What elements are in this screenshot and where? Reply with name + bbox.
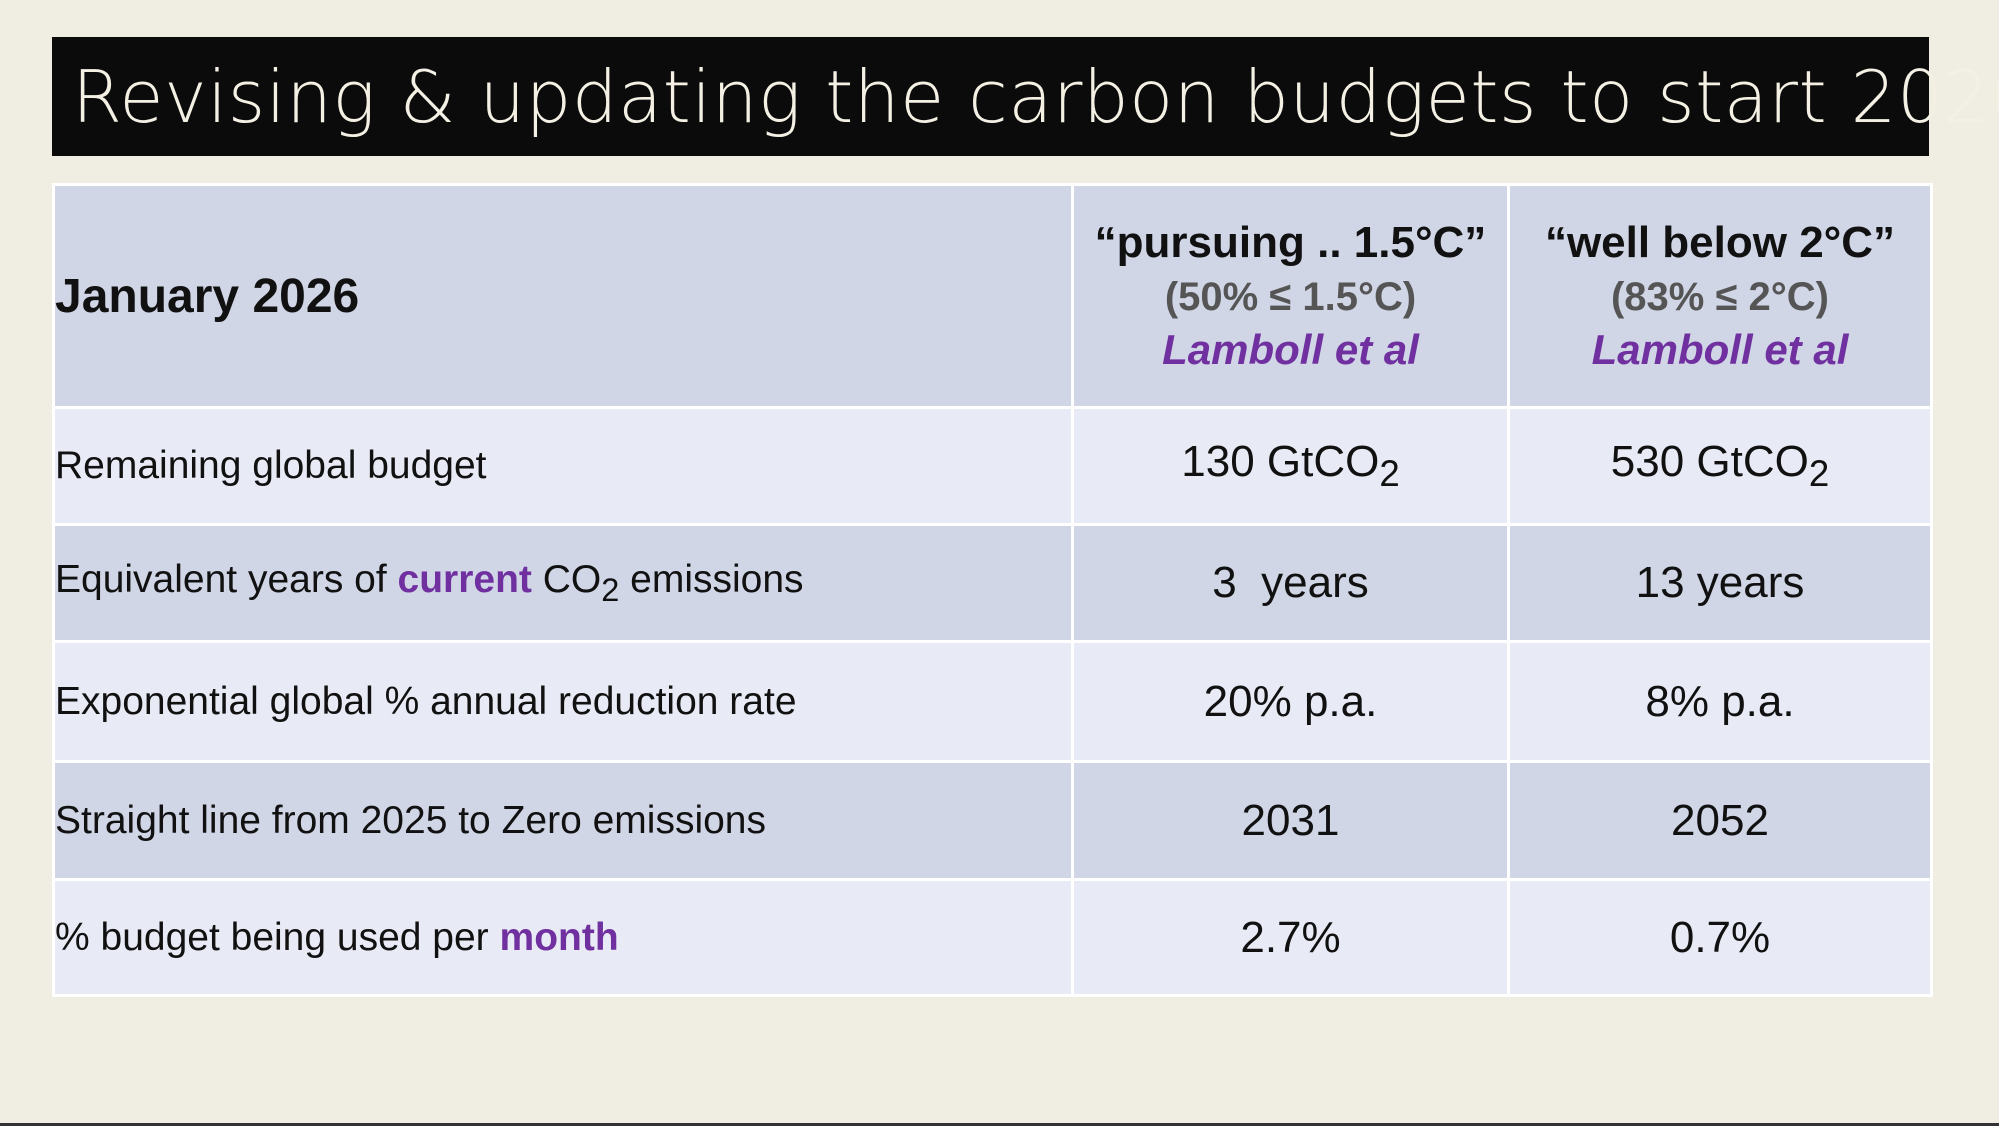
value-2c-remaining-budget: 530 GtCO2 — [1507, 406, 1933, 526]
value-1-5c-equivalent-years: 3 years — [1071, 523, 1510, 643]
label-text: % budget being used per — [55, 915, 500, 959]
table-row: % budget being used per month 2.7% 0.7% — [52, 878, 1933, 997]
header-1-5c-source: Lamboll et al — [1162, 326, 1419, 374]
subscript: 2 — [1379, 452, 1400, 494]
value-1-5c-remaining-budget: 130 GtCO2 — [1071, 406, 1510, 526]
value-number: 530 GtCO — [1610, 437, 1809, 487]
value-2c-equivalent-years: 13 years — [1507, 523, 1933, 643]
bottom-divider — [0, 1123, 1999, 1126]
label-emphasis: month — [499, 915, 619, 959]
row-label-reduction-rate: Exponential global % annual reduction ra… — [52, 640, 1074, 763]
label-text: Equivalent years of — [55, 557, 398, 601]
value-1-5c-zero-year: 2031 — [1071, 760, 1510, 881]
subscript: 2 — [1808, 452, 1830, 494]
row-label-remaining-budget: Remaining global budget — [52, 406, 1074, 526]
header-column-2c: “well below 2°C” (83% ≤ 2°C) Lamboll et … — [1507, 183, 1933, 409]
value-2c-zero-year: 2052 — [1507, 760, 1933, 881]
header-2c-title: “well below 2°C” — [1544, 218, 1896, 268]
value-number: 130 GtCO — [1181, 437, 1380, 487]
slide-title: Revising & updating the carbon budgets t… — [72, 54, 1999, 139]
table-header-row: January 2026 “pursuing .. 1.5°C” (50% ≤ … — [52, 183, 1933, 409]
value-1-5c-reduction-rate: 20% p.a. — [1071, 640, 1510, 763]
carbon-budget-table: January 2026 “pursuing .. 1.5°C” (50% ≤ … — [52, 183, 1933, 997]
value-1-5c-monthly-usage: 2.7% — [1071, 878, 1510, 997]
subscript: 2 — [601, 571, 620, 608]
table-row: Remaining global budget 130 GtCO2 530 Gt… — [52, 406, 1933, 526]
label-text: CO — [531, 557, 602, 601]
label-emphasis: current — [397, 557, 532, 601]
value-2c-reduction-rate: 8% p.a. — [1507, 640, 1933, 763]
row-label-equivalent-years: Equivalent years of current CO2 emission… — [52, 523, 1074, 643]
table-row: Straight line from 2025 to Zero emission… — [52, 760, 1933, 881]
row-label-straight-line: Straight line from 2025 to Zero emission… — [52, 760, 1074, 881]
title-bar: Revising & updating the carbon budgets t… — [52, 37, 1999, 156]
label-text: emissions — [619, 557, 804, 601]
table-row: Equivalent years of current CO2 emission… — [52, 523, 1933, 643]
header-1-5c-probability: (50% ≤ 1.5°C) — [1164, 275, 1417, 320]
header-column-1-5c: “pursuing .. 1.5°C” (50% ≤ 1.5°C) Lambol… — [1071, 183, 1510, 409]
table-row: Exponential global % annual reduction ra… — [52, 640, 1933, 763]
value-2c-monthly-usage: 0.7% — [1507, 878, 1933, 997]
header-1-5c-title: “pursuing .. 1.5°C” — [1094, 218, 1487, 268]
header-2c-probability: (83% ≤ 2°C) — [1610, 275, 1829, 320]
header-2c-source: Lamboll et al — [1591, 326, 1849, 374]
header-date-label: January 2026 — [52, 183, 1074, 409]
row-label-monthly-usage: % budget being used per month — [52, 878, 1074, 997]
